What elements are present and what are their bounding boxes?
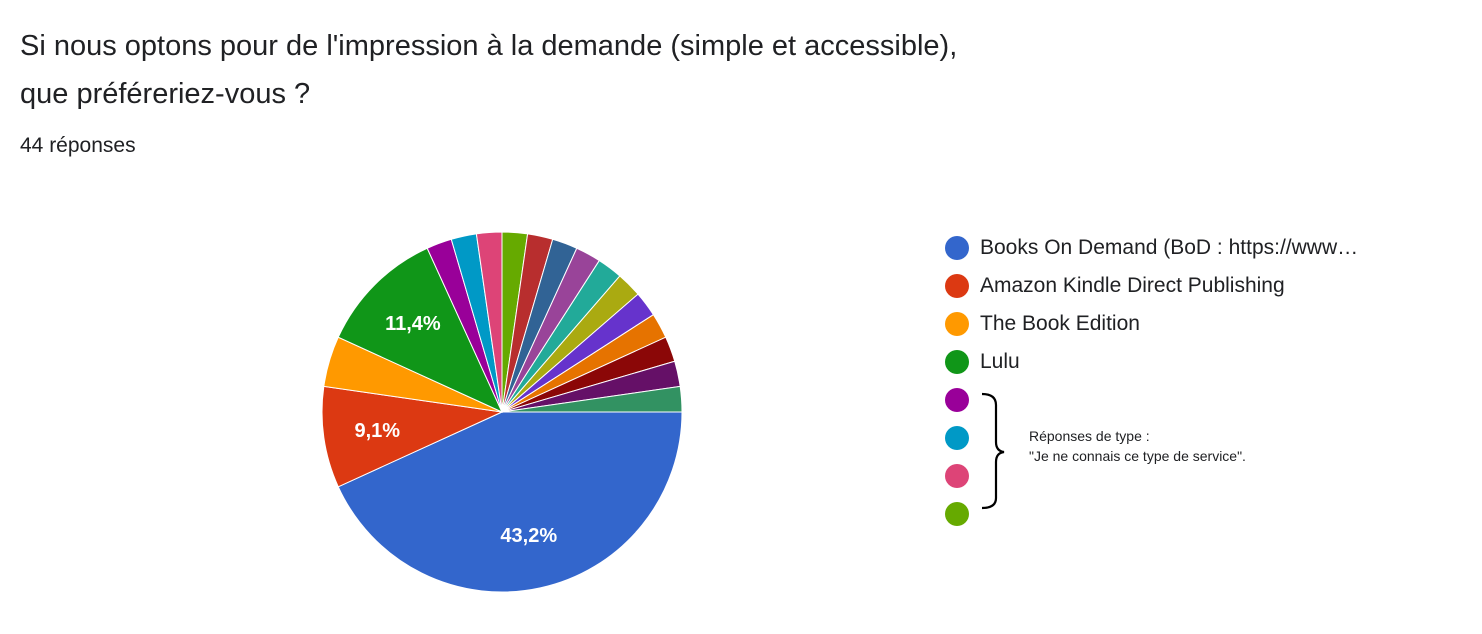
legend-item[interactable]: Lulu	[945, 343, 1358, 381]
annotation-line-2: "Je ne connais ce type de service".	[1029, 448, 1246, 464]
legend-swatch-icon	[945, 502, 969, 526]
legend-label: Amazon Kindle Direct Publishing	[980, 274, 1285, 297]
legend-item[interactable]: Amazon Kindle Direct Publishing	[945, 267, 1358, 305]
question-title: Si nous optons pour de l'impression à la…	[20, 22, 1220, 118]
annotation-line-1: Réponses de type :	[1029, 428, 1150, 444]
legend-item[interactable]: Books On Demand (BoD : https://www…	[945, 229, 1358, 267]
slice-label-1: 9,1%	[354, 420, 400, 442]
pie-slice-17[interactable]	[501, 385, 683, 413]
legend-label: Books On Demand (BoD : https://www…	[980, 236, 1359, 259]
pie-slice-1[interactable]	[321, 385, 504, 488]
pie-slice-0[interactable]	[337, 411, 683, 593]
legend-item[interactable]: The Book Edition	[945, 305, 1358, 343]
pie-slice-3[interactable]	[337, 247, 504, 414]
legend-item[interactable]	[945, 457, 1358, 495]
legend-swatch-icon	[945, 312, 969, 336]
slice-label-3: 11,4%	[385, 313, 441, 335]
annotation-note: Réponses de type : "Je ne connais ce typ…	[1029, 426, 1246, 466]
response-count: 44 réponses	[20, 134, 136, 157]
legend-swatch-icon	[945, 464, 969, 488]
legend-item[interactable]	[945, 381, 1358, 419]
legend-item[interactable]	[945, 495, 1358, 533]
slice-label-0: 43,2%	[500, 525, 557, 547]
legend-swatch-icon	[945, 426, 969, 450]
chart-legend: Books On Demand (BoD : https://www… Amazo…	[945, 229, 1358, 533]
legend-swatch-icon	[945, 350, 969, 374]
title-line-1: Si nous optons pour de l'impression à la…	[20, 30, 958, 62]
legend-swatch-icon	[945, 388, 969, 412]
legend-label: The Book Edition	[980, 312, 1140, 335]
legend-swatch-icon	[945, 274, 969, 298]
legend-label: Lulu	[980, 350, 1020, 373]
legend-item[interactable]	[945, 419, 1358, 457]
title-line-2: que préféreriez-vous ?	[20, 78, 311, 110]
legend-swatch-icon	[945, 236, 969, 260]
